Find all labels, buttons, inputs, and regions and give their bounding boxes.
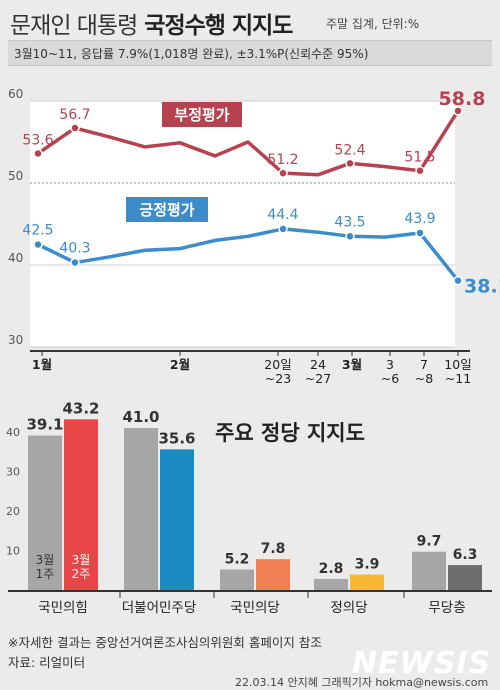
bar-value-label: 35.6 xyxy=(158,429,195,447)
survey-info-bar xyxy=(8,40,492,66)
legend-inbar-prev: 3월 1주 xyxy=(36,553,55,581)
survey-info: 3월10~11, 응답률 7.9%(1,018명 완료), ±3.1%P(신뢰수… xyxy=(14,47,369,61)
data-label: 42.5 xyxy=(22,223,53,239)
title-light: 문재인 대통령 xyxy=(10,13,138,39)
bar-value-label: 2.8 xyxy=(319,561,344,577)
bar-value-label: 5.2 xyxy=(225,551,250,567)
data-point xyxy=(345,231,355,242)
series-line xyxy=(37,227,460,282)
bar xyxy=(412,551,446,590)
data-label: 51.2 xyxy=(267,152,298,168)
data-label: 43.9 xyxy=(404,211,435,227)
bar-chart-title: 주요 정당 지지도 xyxy=(215,421,365,445)
y-tick-label: 30 xyxy=(6,466,20,479)
data-point xyxy=(453,275,463,286)
series-line xyxy=(37,109,460,177)
party-support-bar-chart: 주요 정당 지지도 40 30 20 10 39.143.2 국민의힘 41.0 35.6 더불어… xyxy=(6,400,492,616)
data-point xyxy=(278,224,288,234)
data-label: 56.7 xyxy=(59,107,90,123)
category-label: 무당층 xyxy=(428,600,465,616)
category-label: 국민의당 xyxy=(230,600,280,616)
x-tick-label: 10일 ~11 xyxy=(444,357,471,386)
category-label: 정의당 xyxy=(330,600,367,616)
data-label: 40.3 xyxy=(59,241,90,257)
source-note: 자료: 리얼미터 xyxy=(8,655,86,670)
x-tick-label: 1월 xyxy=(32,357,52,372)
plot-area xyxy=(30,101,455,347)
category-label: 국민의힘 xyxy=(38,600,88,616)
data-point xyxy=(345,158,355,169)
y-tick-label: 50 xyxy=(8,169,23,183)
data-label: 58.8 xyxy=(439,88,486,110)
newsis-watermark: NEWSIS xyxy=(352,646,492,681)
legend-inbar-curr: 3월 2주 xyxy=(72,553,91,581)
subtitle: 주말 집계, 단위:% xyxy=(326,17,420,31)
bar xyxy=(256,559,290,590)
y-tick-label: 40 xyxy=(8,251,23,265)
bar xyxy=(220,569,254,590)
footnote: ※자세한 결과는 중앙선거여론조사심의위원회 홈페이지 참조 xyxy=(8,635,322,650)
bar xyxy=(350,574,384,590)
category-label: 더불어민주당 xyxy=(122,600,197,616)
bar xyxy=(448,565,482,590)
credit-line: 22.03.14 안지혜 그래픽기자 hokma@newsis.com xyxy=(235,676,489,689)
y-tick-label: 10 xyxy=(6,545,20,558)
x-tick-label: 20일 ~23 xyxy=(264,357,291,386)
bar-value-label: 43.2 xyxy=(62,400,99,417)
y-tick-label: 40 xyxy=(6,426,20,439)
data-point xyxy=(453,106,463,116)
approval-line-chart: 60 50 40 30 1월 2월 20일 ~23 24 ~27 3월 3 ~6 7 ~8 10일 ~11 53.… xyxy=(8,87,500,386)
series-tag xyxy=(126,197,208,222)
x-tick-label: 2월 xyxy=(170,357,190,372)
data-point xyxy=(33,239,43,250)
series-tag xyxy=(162,102,242,127)
bar-value-label: 39.1 xyxy=(26,416,63,434)
x-tick-label: 3월 xyxy=(342,357,362,372)
data-point xyxy=(278,168,288,178)
y-tick-label: 30 xyxy=(8,333,23,347)
data-label: 38.1 xyxy=(464,276,500,298)
bar-value-label: 7.8 xyxy=(261,541,286,557)
data-label: 44.4 xyxy=(267,207,298,223)
y-tick-label: 60 xyxy=(8,87,23,101)
bar-value-label: 3.9 xyxy=(355,557,380,573)
x-tick-label: 24 ~27 xyxy=(305,357,331,386)
bar xyxy=(64,419,98,590)
series-tag-label: 부정평가 xyxy=(174,106,229,124)
bar xyxy=(28,435,62,590)
data-label: 43.5 xyxy=(334,214,365,230)
page-title: 문재인 대통령 국정수행 지지도 xyxy=(10,6,293,40)
data-point xyxy=(415,228,425,238)
title-bold: 국정수행 지지도 xyxy=(144,13,293,39)
data-point xyxy=(70,257,80,268)
bar-value-label: 6.3 xyxy=(453,547,478,563)
x-tick-label: 7 ~8 xyxy=(415,357,433,386)
data-point xyxy=(415,165,425,176)
bar-value-label: 41.0 xyxy=(122,408,159,426)
bar xyxy=(124,428,158,590)
bar xyxy=(314,578,348,590)
bar xyxy=(160,449,194,590)
data-point xyxy=(70,123,80,133)
y-tick-label: 20 xyxy=(6,505,20,518)
series-tag-label: 긍정평가 xyxy=(139,201,194,219)
data-label: 51.5 xyxy=(404,150,435,166)
data-label: 52.4 xyxy=(334,142,365,158)
x-tick-label: 3 ~6 xyxy=(381,357,399,386)
data-point xyxy=(33,148,43,159)
bar-value-label: 9.7 xyxy=(417,534,442,550)
data-label: 53.6 xyxy=(22,132,53,148)
